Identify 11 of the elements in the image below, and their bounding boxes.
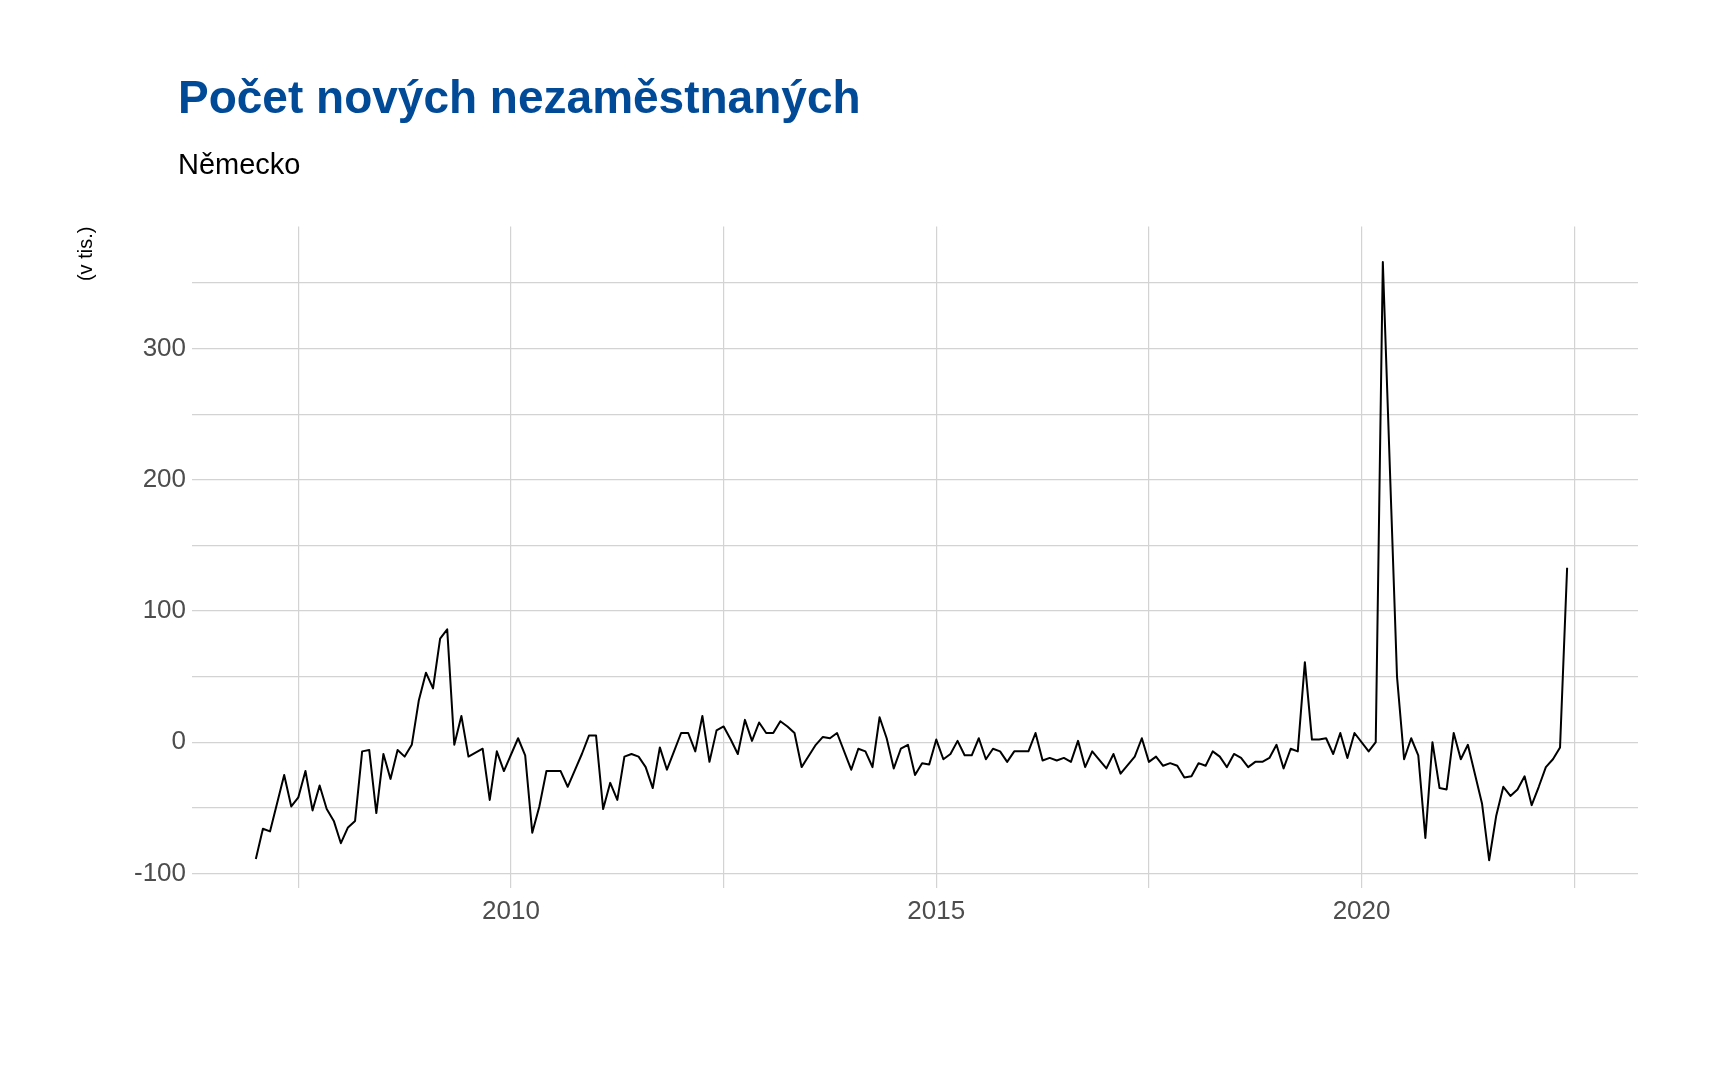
chart-subtitle: Německo	[178, 148, 301, 181]
y-tick-label: 0	[171, 725, 187, 756]
y-tick-label: 200	[142, 462, 187, 493]
x-tick-label: 2010	[482, 894, 540, 925]
x-tick-label: 2020	[1332, 894, 1391, 925]
y-axis-title: (v tis.)	[73, 226, 96, 282]
y-tick-label: 300	[142, 331, 187, 362]
y-tick-label: 100	[142, 594, 187, 625]
chart-title: Počet nových nezaměstnaných	[178, 70, 861, 124]
x-tick-label: 2015	[907, 894, 966, 925]
y-tick-label: -100	[133, 856, 187, 887]
